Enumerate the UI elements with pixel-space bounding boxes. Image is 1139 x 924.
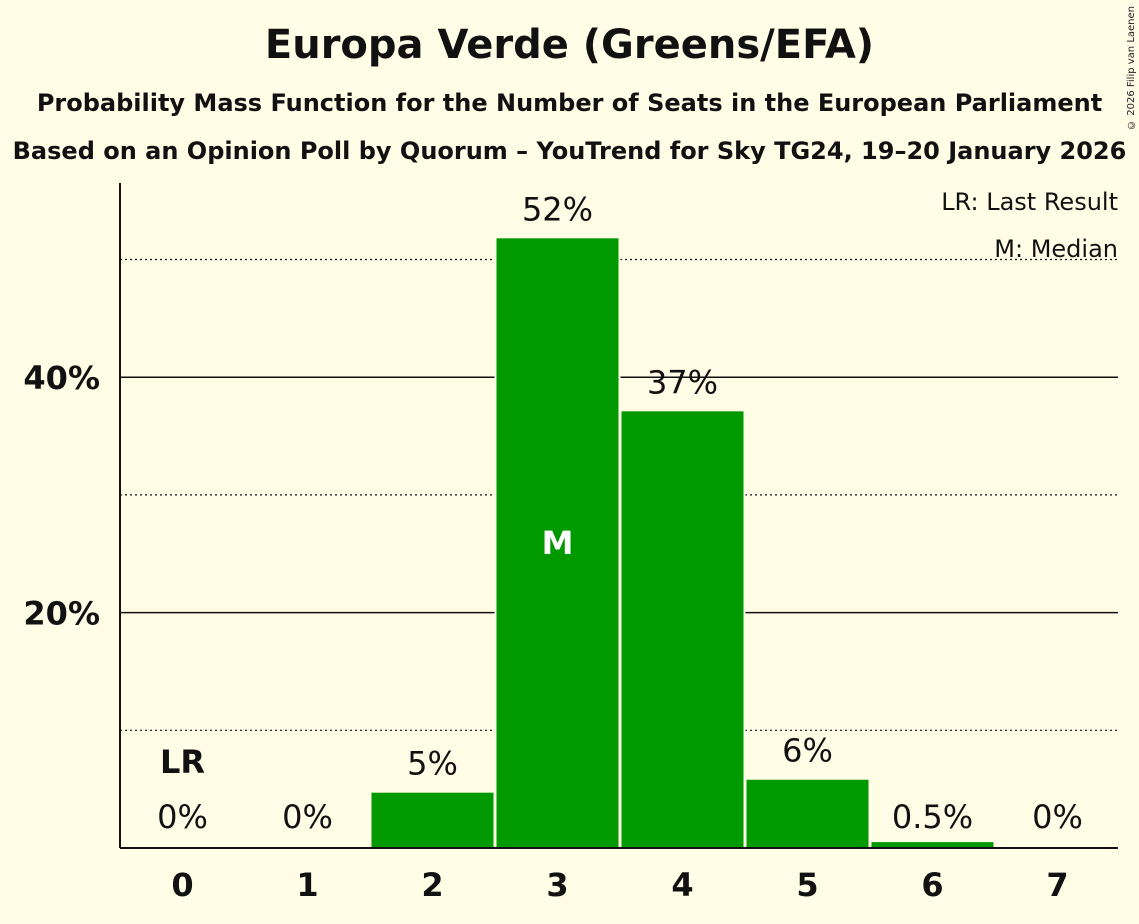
data-label: 52% <box>522 190 593 228</box>
chart-title: Europa Verde (Greens/EFA) <box>264 22 875 68</box>
chart-source: Based on an Opinion Poll by Quorum – You… <box>12 137 1127 165</box>
bar <box>496 238 619 848</box>
last-result-marker: LR <box>160 743 205 781</box>
bar <box>371 792 494 848</box>
x-tick-label: 0 <box>171 866 193 904</box>
bar <box>746 779 869 848</box>
data-label: 6% <box>782 732 833 770</box>
data-label: 0% <box>157 798 208 836</box>
x-tick-label: 3 <box>546 866 568 904</box>
legend-last-result: LR: Last Result <box>941 188 1118 216</box>
x-tick-label: 1 <box>296 866 318 904</box>
y-tick-label: 40% <box>23 359 100 397</box>
data-label: 0% <box>1032 798 1083 836</box>
data-label: 0% <box>282 798 333 836</box>
data-label: 37% <box>647 363 718 401</box>
x-tick-label: 4 <box>671 866 693 904</box>
data-label: 5% <box>407 745 458 783</box>
x-tick-label: 7 <box>1046 866 1068 904</box>
y-tick-label: 20% <box>23 595 100 633</box>
legend-median: M: Median <box>994 235 1118 263</box>
median-marker: M <box>542 524 574 562</box>
x-tick-label: 6 <box>921 866 943 904</box>
x-tick-label: 5 <box>796 866 818 904</box>
chart-subtitle: Probability Mass Function for the Number… <box>36 89 1103 117</box>
bar <box>621 411 744 848</box>
data-label: 0.5% <box>892 798 973 836</box>
bar <box>871 842 994 848</box>
x-tick-label: 2 <box>421 866 443 904</box>
